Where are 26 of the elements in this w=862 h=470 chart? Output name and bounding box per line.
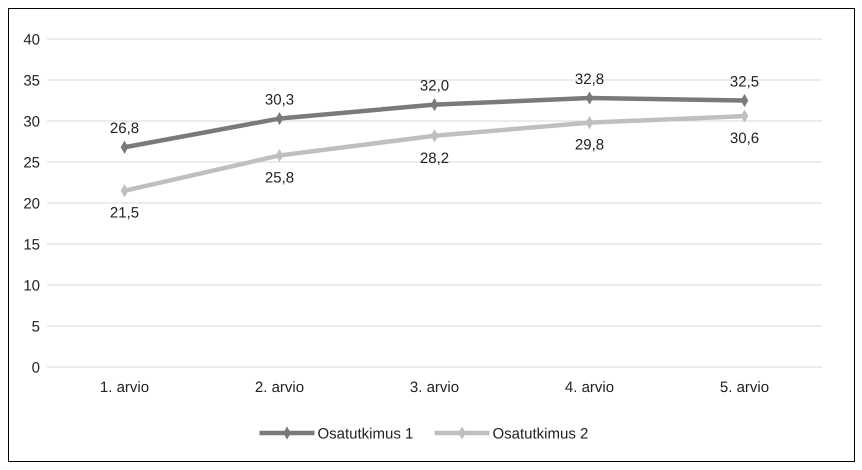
x-tick-label: 4. arvio [564,379,614,396]
y-tick-label: 40 [23,31,40,48]
data-label: 32,5 [730,74,760,90]
data-label: 26,8 [110,120,140,138]
x-tick-label: 3. arvio [410,379,460,396]
data-label: 32,0 [420,78,450,95]
data-label: 28,2 [420,150,450,167]
data-label: 30,6 [730,130,760,148]
x-tick-label: 2. arvio [254,379,304,396]
legend-label: Osatutkimus 1 [318,425,414,442]
y-tick-label: 15 [23,236,40,254]
data-label: 32,8 [574,71,604,88]
data-label: 30,3 [264,92,294,109]
y-tick-label: 30 [23,113,40,130]
x-tick-label: 1. arvio [100,379,150,396]
y-tick-label: 35 [23,72,40,90]
y-tick-label: 25 [23,154,40,172]
data-label: 25,8 [264,169,294,186]
y-tick-label: 20 [23,195,40,212]
data-label: 21,5 [110,204,140,222]
y-tick-label: 5 [32,318,40,336]
x-tick-label: 5. arvio [720,379,770,396]
data-label: 29,8 [574,136,604,154]
legend-label: Osatutkimus 2 [492,425,588,442]
y-tick-label: 0 [32,359,40,376]
y-tick-label: 10 [23,277,40,294]
